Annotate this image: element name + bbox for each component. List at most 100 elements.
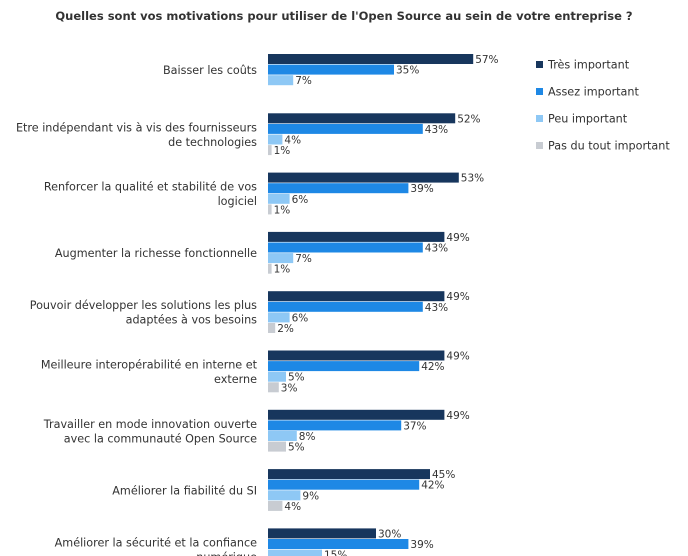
legend-swatch (536, 88, 543, 95)
category-label-line: Travailler en mode innovation ouverte (43, 418, 257, 431)
bar-value-label: 6% (292, 194, 309, 206)
legend-label: Assez important (548, 86, 640, 99)
bar-value-label: 39% (410, 539, 433, 551)
category-label: Baisser les coûts (163, 64, 257, 77)
category-label: Travailler en mode innovation ouverte ave… (43, 418, 257, 446)
bar (268, 441, 286, 452)
bar-value-label: 7% (295, 253, 312, 265)
bar-value-label: 49% (446, 410, 469, 422)
category-label: Améliorer la fiabilité du SI (112, 484, 257, 497)
bar (268, 539, 409, 549)
category-label-line: Etre indépendant vis à vis des fournisse… (16, 121, 257, 134)
bar (268, 361, 420, 372)
category-label-line: Augmenter la richesse fonctionnelle (55, 247, 257, 260)
bar (268, 371, 286, 382)
bar (268, 54, 474, 64)
bar-value-label: 43% (425, 302, 448, 314)
bar-value-label: 52% (457, 113, 480, 125)
bar (268, 479, 420, 490)
bar (268, 382, 279, 393)
bar (268, 204, 272, 215)
bar (268, 253, 294, 264)
bar (268, 113, 456, 124)
bar (268, 420, 402, 431)
legend-label: Pas du tout important (548, 140, 670, 153)
bar (268, 123, 423, 134)
bar-value-label: 6% (292, 312, 309, 324)
bar-value-label: 43% (425, 243, 448, 255)
bar (268, 172, 459, 183)
bar (268, 301, 423, 312)
bar (268, 145, 272, 156)
legend: Très important Assez important Peu importa… (536, 59, 670, 153)
bar-value-label: 53% (461, 173, 484, 185)
bar (268, 312, 290, 323)
bar-value-label: 49% (446, 351, 469, 363)
bar-value-label: 9% (302, 490, 319, 502)
bar (268, 263, 272, 274)
bar (268, 528, 376, 539)
category-label: Pouvoir développer les solutions les plu… (30, 299, 257, 327)
bar (268, 323, 276, 333)
bar (268, 431, 297, 441)
legend-swatch (536, 61, 543, 68)
bar-value-label: 42% (421, 480, 444, 492)
bar (268, 350, 445, 361)
bar (268, 409, 445, 420)
bar-value-label: 42% (421, 361, 444, 373)
category-label-line: Améliorer la sécurité et la confiance (55, 536, 257, 549)
bar (268, 183, 409, 194)
bar (268, 193, 290, 204)
category-label: Etre indépendant vis à vis des fournisse… (16, 121, 257, 149)
category-label-line: externe (214, 373, 257, 386)
category-label-line: adaptées à vos besoins (126, 314, 258, 327)
category-labels-group: Baisser les coûts Etre indépendant vis à … (16, 64, 258, 556)
bar-value-label: 1% (274, 204, 291, 216)
bar-value-label: 39% (410, 183, 433, 195)
bar-value-label: 57% (475, 54, 498, 66)
category-label: Améliorer la sécurité et la confiance num… (55, 536, 257, 556)
bar-value-label: 43% (425, 124, 448, 136)
bar (268, 549, 322, 556)
bar-value-label: 1% (274, 264, 291, 276)
bar (268, 242, 423, 253)
bar (268, 231, 445, 242)
bar-value-label: 45% (432, 469, 455, 481)
bar-value-label: 5% (288, 372, 305, 384)
bar-value-label: 49% (446, 232, 469, 244)
bars-group: 57%35%7%52%43%4%1%53%39%6%1%49%43%7%1%49… (268, 54, 499, 556)
category-label-line: logiciel (218, 195, 257, 208)
bar (268, 490, 301, 501)
bar (268, 75, 294, 86)
category-label-line: Baisser les coûts (163, 64, 257, 77)
bar (268, 134, 283, 145)
category-label: Renforcer la qualité et stabilité de vos… (44, 181, 257, 209)
category-label-line: Meilleure interopérabilité en interne et (41, 358, 258, 371)
bar (268, 469, 430, 480)
bar-value-label: 5% (288, 442, 305, 454)
bar-value-label: 2% (277, 323, 294, 335)
bar-value-label: 35% (396, 65, 419, 77)
legend-label: Très important (547, 59, 630, 72)
category-label: Meilleure interopérabilité en interne et… (41, 358, 258, 386)
legend-label: Peu important (548, 113, 628, 126)
category-label-line: Renforcer la qualité et stabilité de vos (44, 181, 257, 194)
bar-value-label: 1% (274, 145, 291, 157)
bar (268, 500, 283, 511)
category-label-line: Améliorer la fiabilité du SI (112, 484, 257, 497)
bar-value-label: 4% (284, 501, 301, 513)
bar-value-label: 8% (299, 431, 316, 443)
chart-title: Quelles sont vos motivations pour utilis… (55, 9, 633, 23)
bar (268, 291, 445, 302)
bar-value-label: 37% (403, 420, 426, 432)
category-label: Augmenter la richesse fonctionnelle (55, 247, 257, 260)
bar-value-label: 30% (378, 528, 401, 540)
category-label-line: avec la communauté Open Source (64, 432, 257, 445)
bar-value-label: 15% (324, 550, 347, 556)
bar-value-label: 7% (295, 75, 312, 87)
category-label-line: Pouvoir développer les solutions les plu… (30, 299, 257, 312)
legend-swatch (536, 115, 543, 122)
bar-value-label: 3% (281, 382, 298, 394)
category-label-line: numérique (196, 551, 257, 556)
